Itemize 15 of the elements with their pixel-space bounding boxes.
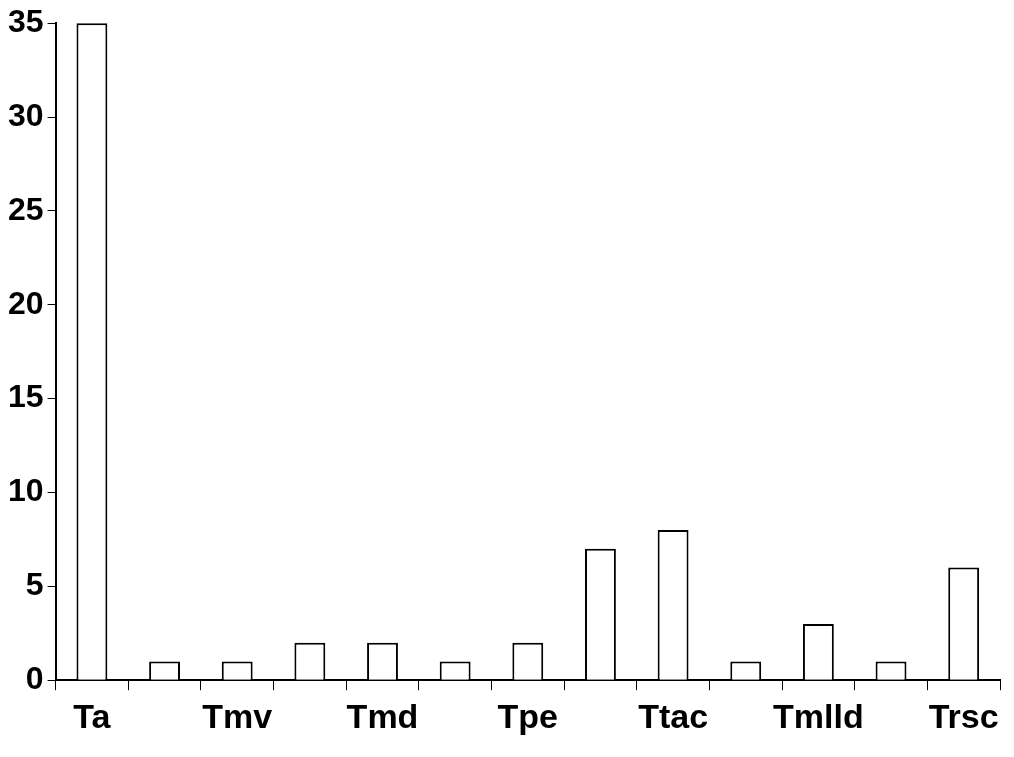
y-tick-label: 10 <box>8 472 44 509</box>
x-tick-label: Ttac <box>638 696 709 735</box>
y-tick-label: 5 <box>25 566 44 603</box>
y-tick-label: 35 <box>8 3 44 40</box>
x-tick-label: Tmd <box>346 696 419 735</box>
y-tick-label: 30 <box>8 96 44 133</box>
x-tick-label: Ta <box>73 696 112 735</box>
y-tick-label: 15 <box>8 378 44 415</box>
x-tick-label: Tmlld <box>773 696 864 735</box>
x-tick-label: Tpe <box>497 696 559 735</box>
x-tick-label: Trsc <box>928 696 999 735</box>
y-tick-label: 0 <box>25 660 44 697</box>
y-tick-label: 20 <box>8 284 44 321</box>
y-tick-label: 25 <box>8 190 44 227</box>
x-tick-label: Tmv <box>202 696 273 735</box>
